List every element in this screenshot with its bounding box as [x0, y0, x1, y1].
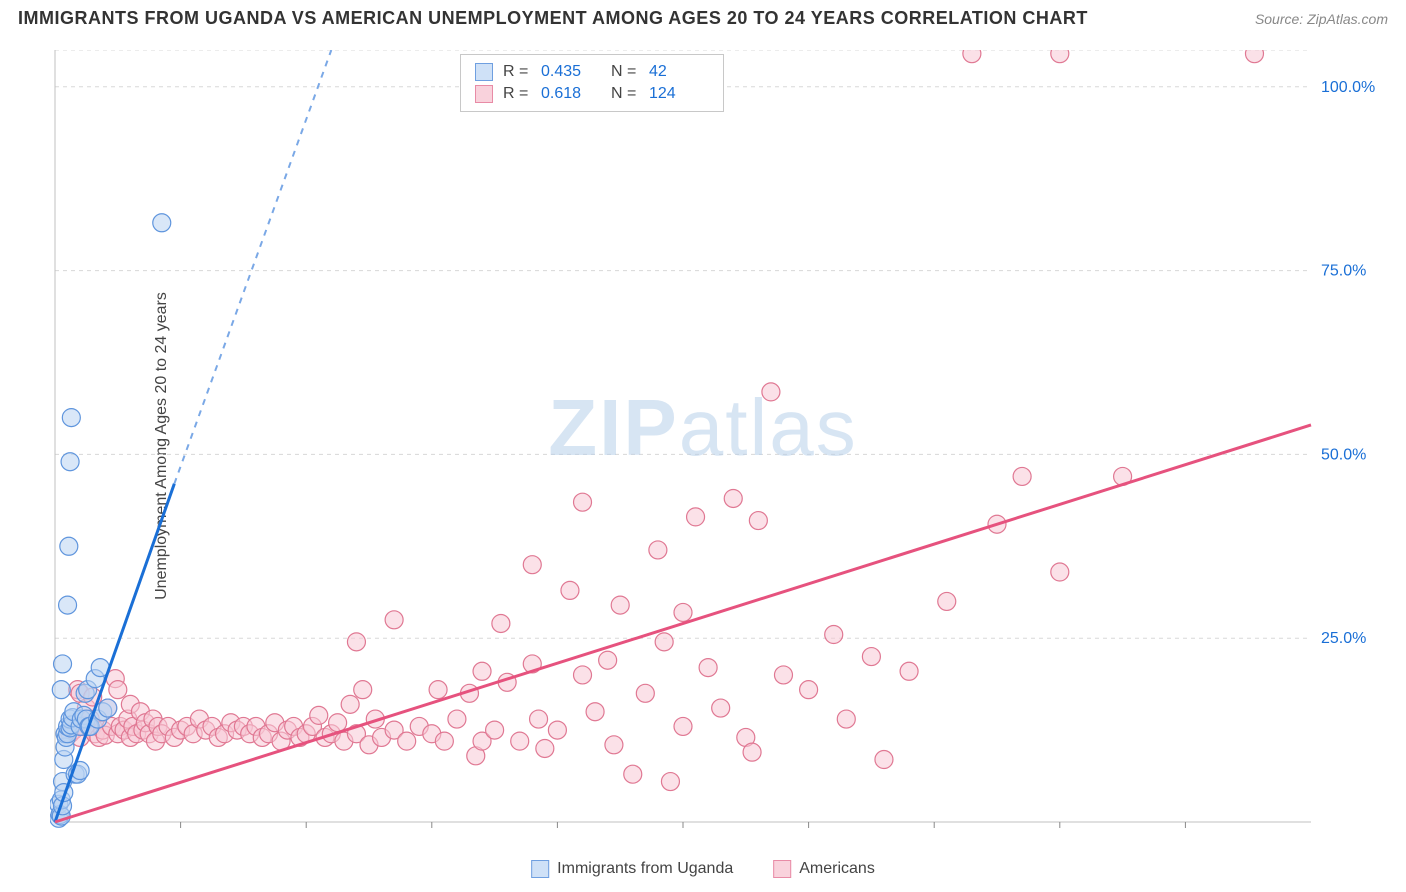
stats-row: R = 0.435 N = 42 [475, 61, 709, 83]
stats-swatch [475, 85, 493, 103]
legend-swatch [531, 860, 549, 878]
svg-text:75.0%: 75.0% [1321, 263, 1366, 280]
legend-item: Americans [773, 860, 875, 878]
r-label: R = [503, 63, 531, 81]
source-name: ZipAtlas.com [1307, 11, 1388, 27]
chart-title: IMMIGRANTS FROM UGANDA VS AMERICAN UNEMP… [18, 8, 1088, 29]
legend: Immigrants from Uganda Americans [531, 860, 875, 878]
r-label: R = [503, 85, 531, 103]
n-value: 42 [649, 63, 709, 81]
stats-swatch [475, 63, 493, 81]
correlation-stats-box: R = 0.435 N = 42 R = 0.618 N = 124 [460, 54, 724, 112]
r-value: 0.435 [541, 63, 601, 81]
source-attribution: Source: ZipAtlas.com [1255, 11, 1388, 27]
legend-label: Americans [799, 860, 875, 878]
svg-text:100.0%: 100.0% [1321, 79, 1375, 96]
svg-text:25.0%: 25.0% [1321, 630, 1366, 647]
legend-swatch [773, 860, 791, 878]
plot-area: 25.0% 50.0% 75.0% 100.0% 0.0% 100.0% [50, 50, 1386, 832]
scatter-chart: 25.0% 50.0% 75.0% 100.0% 0.0% 100.0% [50, 50, 1386, 832]
n-value: 124 [649, 85, 709, 103]
n-label: N = [611, 85, 639, 103]
legend-item: Immigrants from Uganda [531, 860, 733, 878]
stats-row: R = 0.618 N = 124 [475, 83, 709, 105]
svg-text:100.0%: 100.0% [1257, 831, 1311, 832]
svg-text:0.0%: 0.0% [55, 831, 91, 832]
svg-text:50.0%: 50.0% [1321, 446, 1366, 463]
r-value: 0.618 [541, 85, 601, 103]
source-prefix: Source: [1255, 11, 1307, 27]
n-label: N = [611, 63, 639, 81]
legend-label: Immigrants from Uganda [557, 860, 733, 878]
